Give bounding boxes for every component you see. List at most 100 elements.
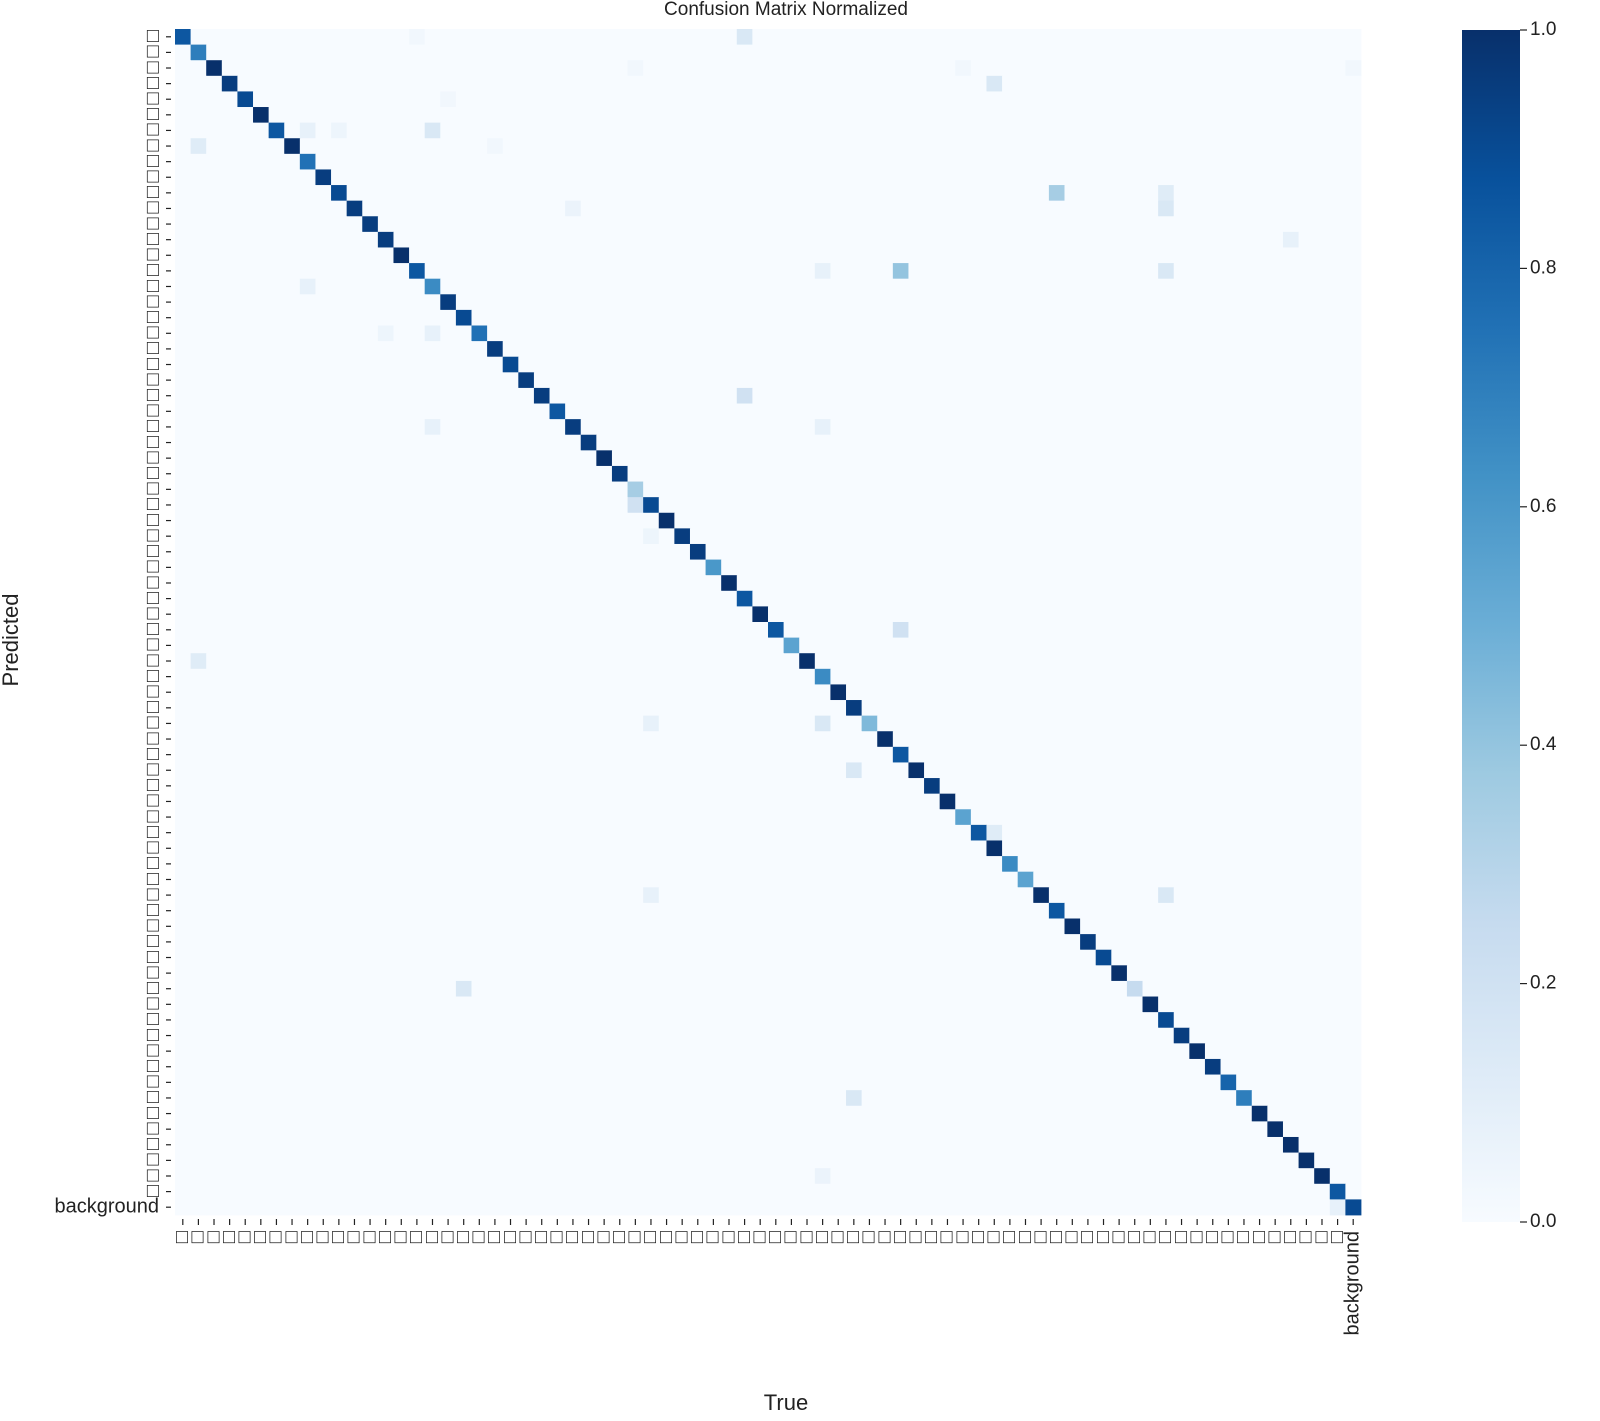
heatmap-cell (627, 778, 644, 795)
heatmap-cell (611, 856, 628, 873)
heatmap-cell (331, 918, 348, 935)
heatmap-cell (284, 450, 301, 467)
heatmap-cell (814, 231, 831, 248)
heatmap-cell (580, 1043, 597, 1060)
heatmap-cell (1095, 856, 1112, 873)
heatmap-cell (362, 996, 379, 1013)
heatmap-cell (284, 731, 301, 748)
heatmap-cell (1189, 700, 1206, 717)
heatmap-cell (1314, 778, 1331, 795)
heatmap-cell (736, 700, 753, 717)
heatmap-cell (331, 294, 348, 311)
heatmap-cell (393, 450, 410, 467)
heatmap-cell (736, 840, 753, 857)
heatmap-cell (440, 575, 457, 592)
heatmap-cell (1267, 216, 1284, 233)
heatmap-cell (1345, 450, 1362, 467)
heatmap-cell (1095, 341, 1112, 358)
heatmap-cell (736, 29, 753, 46)
heatmap-cell (736, 559, 753, 576)
heatmap-cell (674, 169, 691, 186)
heatmap-cell (1204, 278, 1221, 295)
heatmap-cell (1158, 762, 1175, 779)
heatmap-cell (783, 44, 800, 61)
heatmap-cell (658, 434, 675, 451)
heatmap-cell (409, 372, 426, 389)
heatmap-cell (549, 824, 566, 841)
heatmap-cell (768, 263, 785, 280)
heatmap-cell (487, 746, 504, 763)
heatmap-cell (970, 965, 987, 982)
heatmap-cell (939, 590, 956, 607)
heatmap-cell (939, 481, 956, 498)
heatmap-cell (533, 840, 550, 857)
heatmap-cell (190, 419, 207, 436)
heatmap-cell (768, 450, 785, 467)
heatmap-cell (877, 902, 894, 919)
heatmap-cell (455, 887, 472, 904)
heatmap-cell (502, 450, 519, 467)
heatmap-cell (892, 887, 909, 904)
heatmap-cell (424, 356, 441, 373)
heatmap-cell (1204, 762, 1221, 779)
heatmap-cell (440, 403, 457, 420)
heatmap-cell (1329, 356, 1346, 373)
heatmap-cell (752, 528, 769, 545)
heatmap-cell (1204, 1027, 1221, 1044)
heatmap-cell (658, 29, 675, 46)
heatmap-cell (190, 278, 207, 295)
heatmap-cell (1033, 497, 1050, 514)
heatmap-cell (1111, 590, 1128, 607)
heatmap-cell (846, 512, 863, 529)
heatmap-cell (1142, 138, 1159, 155)
heatmap-cell (611, 91, 628, 108)
heatmap-cell (1204, 169, 1221, 186)
heatmap-cell (284, 481, 301, 498)
heatmap-cell (221, 216, 238, 233)
heatmap-cell (1282, 138, 1299, 155)
heatmap-cell (502, 60, 519, 77)
heatmap-cell (689, 185, 706, 202)
heatmap-cell (658, 559, 675, 576)
heatmap-cell (1189, 746, 1206, 763)
heatmap-cell (1126, 996, 1143, 1013)
heatmap-cell (487, 622, 504, 639)
heatmap-cell (830, 138, 847, 155)
heatmap-cell (1142, 793, 1159, 810)
heatmap-cell (1314, 1027, 1331, 1044)
heatmap-cell (393, 996, 410, 1013)
heatmap-cell (533, 590, 550, 607)
heatmap-cell (1298, 887, 1315, 904)
heatmap-cell (1189, 91, 1206, 108)
heatmap-cell (1251, 263, 1268, 280)
heatmap-cell (1204, 668, 1221, 685)
heatmap-cell (611, 731, 628, 748)
heatmap-cell (658, 1027, 675, 1044)
heatmap-cell (206, 107, 223, 124)
heatmap-cell (1267, 559, 1284, 576)
heatmap-cell (331, 700, 348, 717)
heatmap-cell (643, 871, 660, 888)
heatmap-cell (346, 949, 363, 966)
heatmap-cell (237, 403, 254, 420)
heatmap-cell (658, 185, 675, 202)
heatmap-cell (221, 497, 238, 514)
heatmap-cell (846, 341, 863, 358)
heatmap-cell (268, 387, 285, 404)
heatmap-cell (970, 29, 987, 46)
heatmap-cell (424, 278, 441, 295)
heatmap-cell (1236, 809, 1253, 826)
heatmap-cell (736, 653, 753, 670)
heatmap-cell (1251, 996, 1268, 1013)
heatmap-cell (830, 497, 847, 514)
heatmap-cell (596, 497, 613, 514)
heatmap-cell (1033, 122, 1050, 139)
heatmap-cell (1048, 216, 1065, 233)
heatmap-cell (970, 934, 987, 951)
heatmap-cell (1142, 450, 1159, 467)
heatmap-cell (502, 528, 519, 545)
heatmap-cell (658, 980, 675, 997)
heatmap-cell (611, 996, 628, 1013)
heatmap-cell (393, 918, 410, 935)
heatmap-cell (799, 481, 816, 498)
